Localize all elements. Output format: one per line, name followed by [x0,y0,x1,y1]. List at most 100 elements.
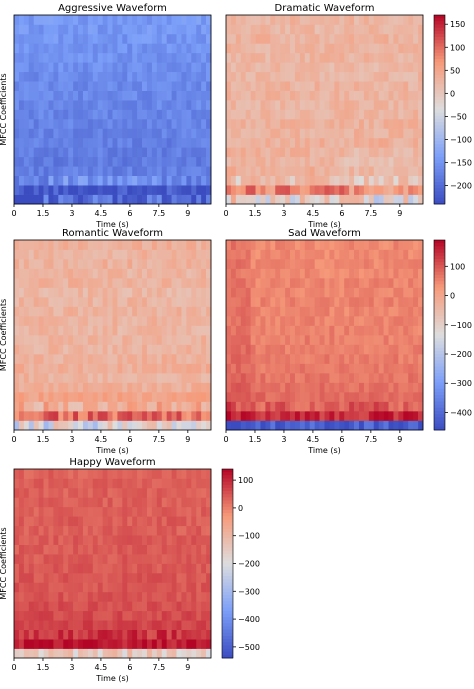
heatmap-cell [171,118,177,129]
heatmap-cell [235,100,242,110]
heatmap-cell [299,52,306,63]
heatmap-cell [87,563,94,574]
heatmap-cell [265,43,271,54]
colorbar-segment [434,316,445,320]
x-axis-label: Time (s) [95,220,129,229]
heatmap-cell [275,297,281,307]
heatmap-cell [53,278,59,288]
heatmap-cell [354,156,360,167]
heatmap-cell [294,118,301,129]
heatmap-cell [43,33,49,44]
heatmap-cell [97,81,103,91]
heatmap-cell [309,185,315,195]
heatmap-cell [226,175,232,186]
colorbar-segment [434,284,445,288]
heatmap-cell [344,392,350,402]
heatmap-cell [383,24,389,35]
heatmap-cell [132,535,138,545]
heatmap-cell [354,344,360,355]
heatmap-cell [63,325,69,336]
heatmap-cell [413,259,419,269]
heatmap-cell [250,62,256,73]
heatmap-cell [161,401,168,412]
heatmap-cell [275,354,281,364]
heatmap-cell [314,373,320,383]
heatmap-cell [14,401,20,412]
heatmap-cell [73,316,79,326]
heatmap-cell [265,316,271,326]
heatmap-cell [122,147,128,158]
heatmap-cell [53,354,59,364]
heatmap-cell [181,344,187,355]
heatmap-cell [127,487,133,498]
heatmap-cell [117,382,123,393]
heatmap-cell [344,90,350,101]
heatmap-cell [38,118,44,129]
heatmap-cell [363,147,370,158]
heatmap-cell [166,52,172,63]
heatmap-cell [290,325,296,336]
heatmap-cell [48,81,54,91]
heatmap-cell [122,287,128,298]
heatmap-cell [363,81,370,91]
heatmap-cell [92,525,99,536]
heatmap-cell [58,156,64,167]
heatmap-cell [97,287,103,298]
heatmap-cell [181,591,187,602]
heatmap-cell [344,373,350,383]
heatmap-cell [201,411,207,421]
heatmap-cell [33,354,39,364]
heatmap-cell [383,147,389,158]
heatmap-cell [82,194,89,205]
heatmap-cell [413,81,419,91]
colorbar-segment [434,128,445,132]
heatmap-cell [102,118,108,129]
heatmap-cell [142,33,148,44]
heatmap-cell [285,344,291,355]
colorbar-segment [222,484,233,489]
heatmap-cell [418,259,424,269]
heatmap-cell [358,392,365,402]
heatmap-cell [73,240,79,250]
heatmap-cell [156,382,163,393]
colorbar-tick-label: −400 [238,615,260,624]
heatmap-cell [112,297,118,307]
heatmap-cell [142,382,148,393]
heatmap-cell [58,411,64,421]
heatmap-cell [413,194,419,205]
heatmap-cell [102,335,108,345]
heatmap-cell [127,469,133,479]
heatmap-cell [53,287,59,298]
heatmap-cell [275,382,281,393]
heatmap-cell [73,52,79,63]
heatmap-cell [186,354,192,364]
heatmap-cell [245,401,251,412]
heatmap-cell [171,648,177,659]
heatmap-cell [186,563,192,574]
heatmap-cell [132,411,138,421]
heatmap-cell [58,166,64,176]
colorbar-segment [434,96,445,101]
heatmap-cell [250,109,256,120]
heatmap-cell [354,52,360,63]
heatmap-cell [270,420,276,431]
heatmap-cell [87,478,94,489]
heatmap-cell [354,420,360,431]
heatmap-cell [33,411,39,421]
colorbar-segment [434,350,445,355]
heatmap-cell [28,382,35,393]
heatmap-cell [142,344,148,355]
heatmap-cell [102,487,108,498]
heatmap-cell [304,325,311,336]
heatmap-cell [358,185,365,195]
heatmap-cell [388,382,394,393]
heatmap-cell [176,420,182,431]
heatmap-cell [18,469,25,479]
heatmap-cell [201,297,207,307]
heatmap-cell [58,563,64,574]
heatmap-cell [299,382,306,393]
heatmap-cell [235,118,242,129]
heatmap-cell [87,316,94,326]
heatmap-cell [181,287,187,298]
heatmap-cell [58,554,64,564]
